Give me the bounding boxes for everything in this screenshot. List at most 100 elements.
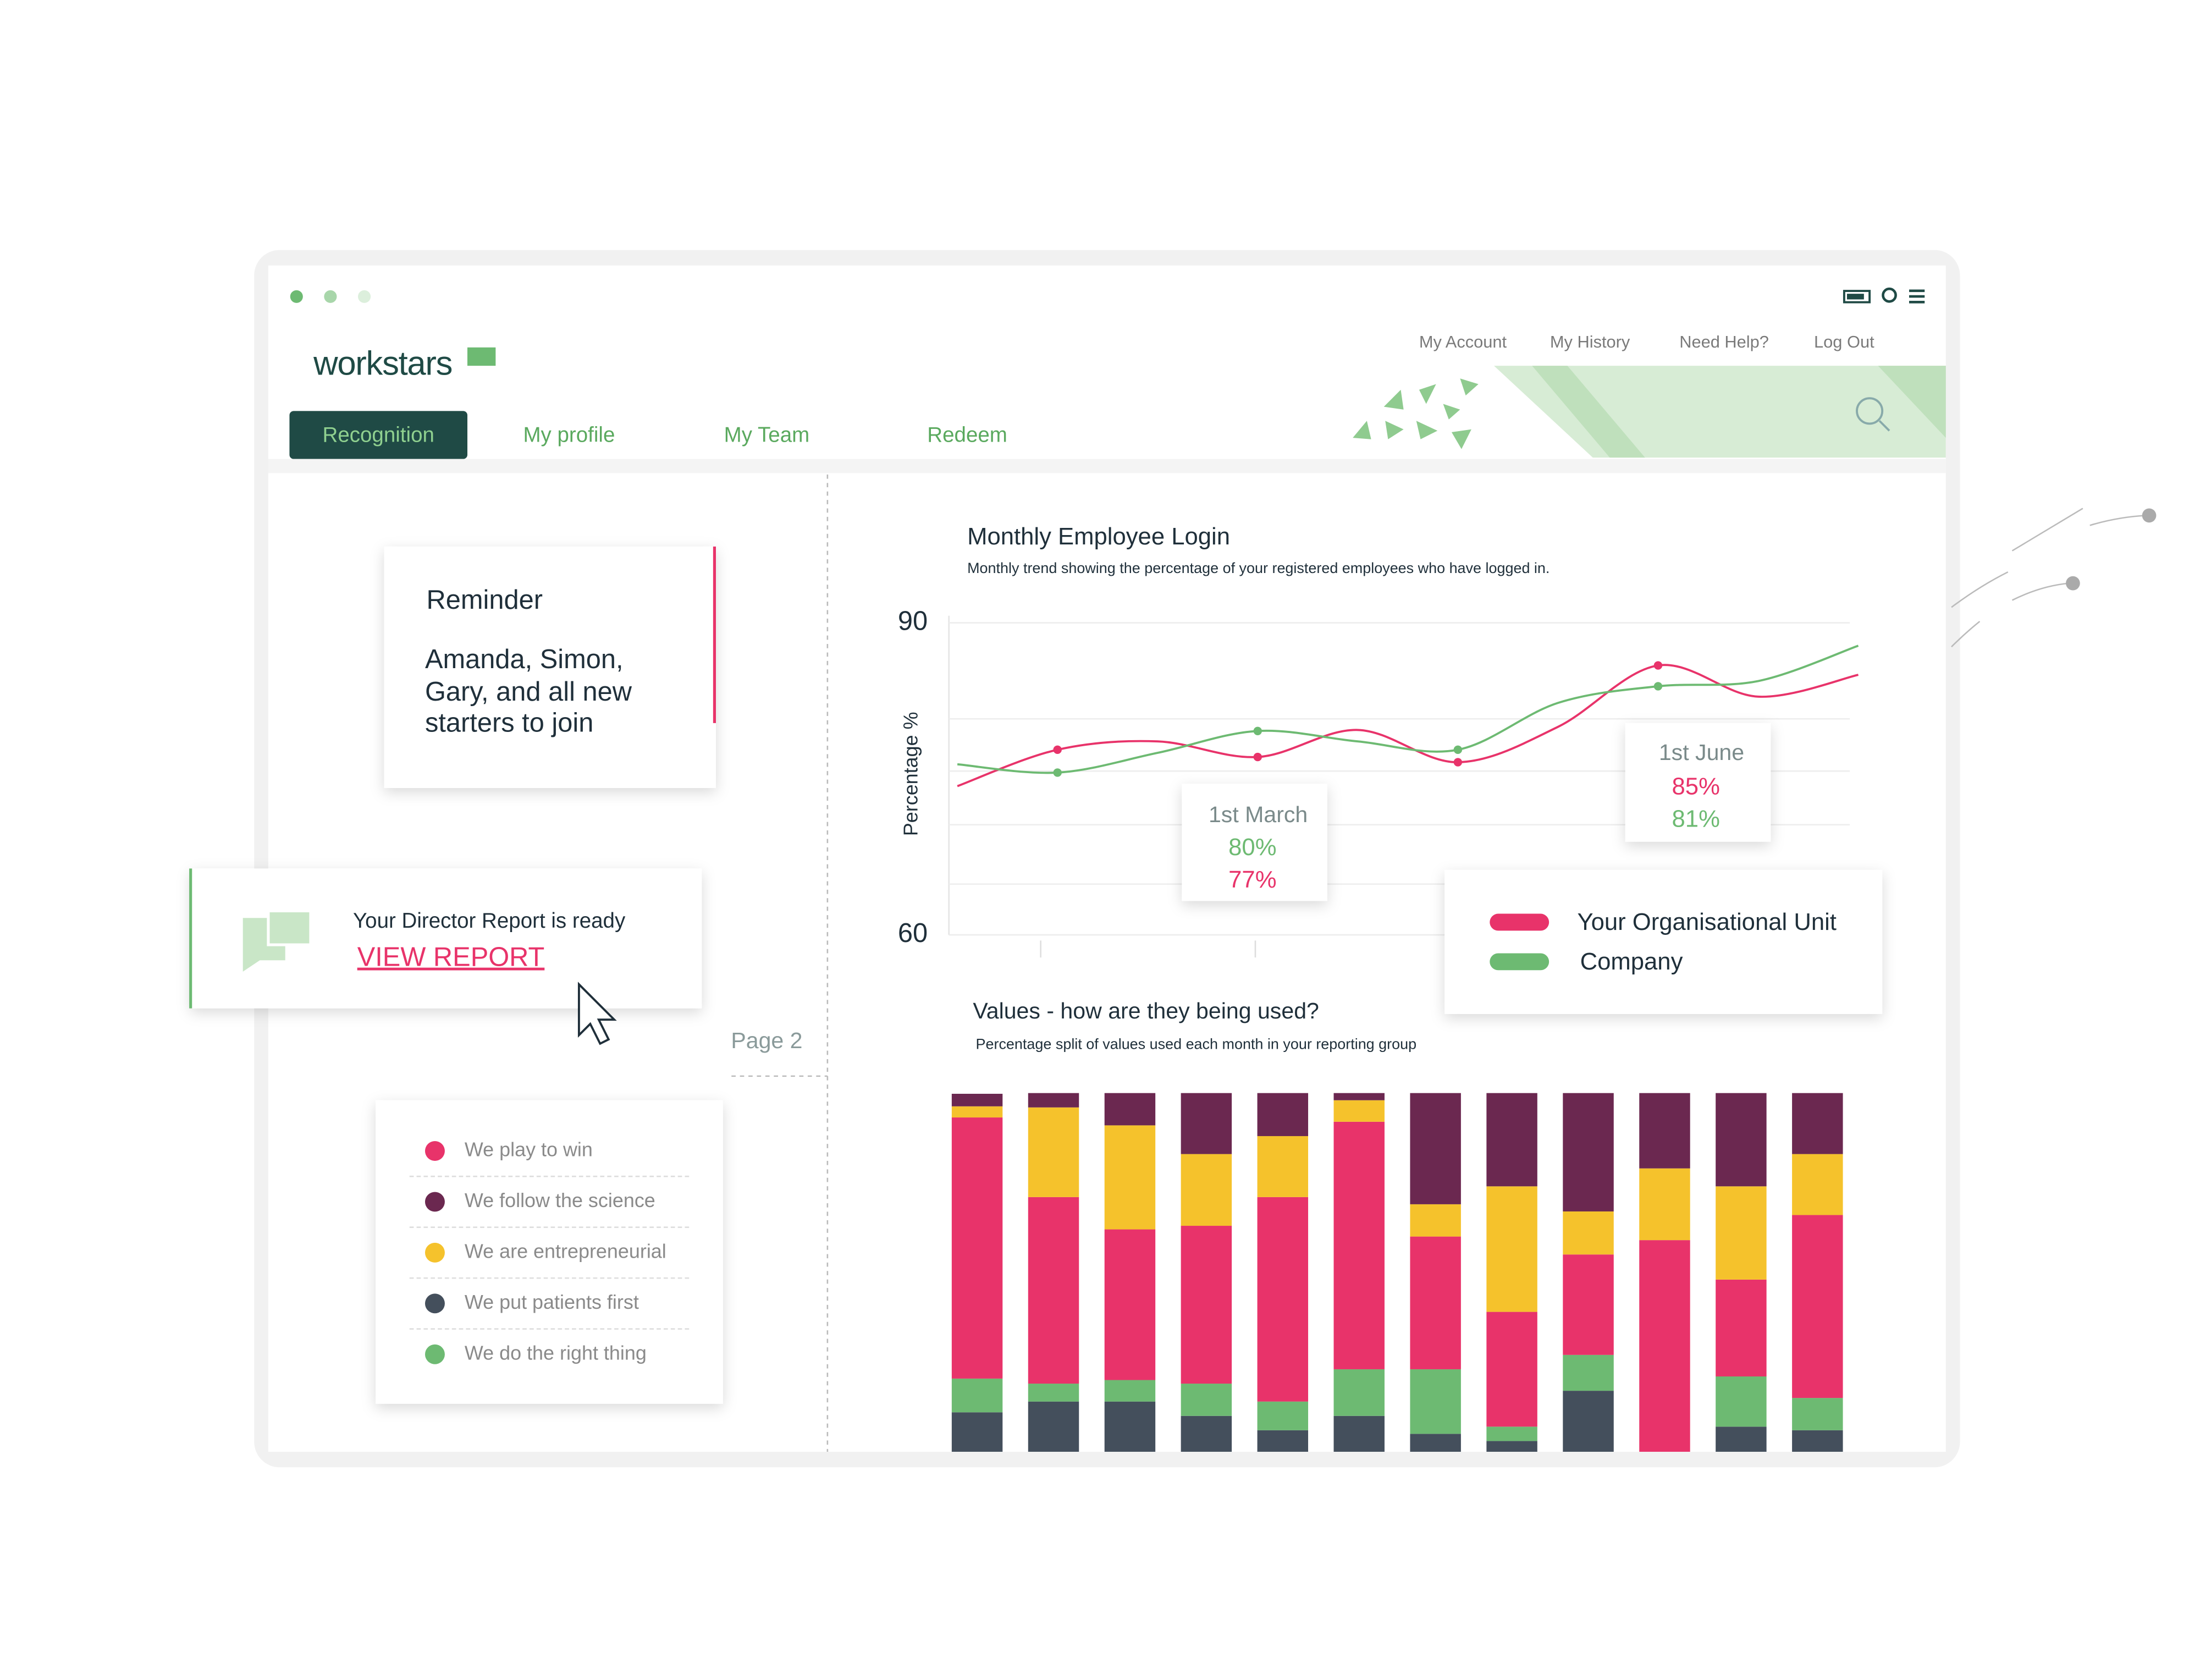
bar-segment — [1792, 1093, 1843, 1154]
chart-title: Values - how are they being used? — [973, 998, 1319, 1023]
accent — [713, 546, 716, 723]
reminder-card — [384, 546, 716, 788]
legend-label: We follow the science — [465, 1189, 655, 1211]
bar-segment — [1563, 1093, 1614, 1211]
bar-segment — [1104, 1229, 1156, 1380]
bar-segment — [1257, 1093, 1309, 1136]
bar-segment — [1104, 1093, 1156, 1126]
bar-segment — [951, 1117, 1003, 1379]
y-tick-label: 90 — [898, 606, 928, 636]
bar-segment — [1028, 1107, 1079, 1197]
logo: workstars — [313, 344, 452, 382]
bar-segment — [1563, 1354, 1614, 1391]
dot — [290, 290, 303, 303]
page-label: Page 2 — [731, 1028, 802, 1053]
search-icon — [1878, 420, 1890, 432]
reminder-body: Gary, and all new — [425, 677, 632, 707]
cursor — [577, 982, 617, 1045]
bar-segment — [1410, 1236, 1461, 1369]
bar-segment — [1486, 1312, 1537, 1427]
bar-segment — [1333, 1100, 1385, 1122]
legend-dot — [424, 1141, 445, 1161]
tooltip — [1625, 723, 1771, 842]
bar-segment — [1792, 1398, 1843, 1430]
tab[interactable]: My Team — [724, 423, 810, 447]
chart-subtitle: Percentage split of values used each mon… — [976, 1036, 1417, 1053]
legend-swatch — [1490, 913, 1550, 931]
tooltip-title: 1st June — [1659, 740, 1744, 765]
point — [1253, 726, 1262, 735]
chart-subtitle: Monthly trend showing the percentage of … — [967, 560, 1550, 576]
y-tick-label: 60 — [898, 918, 928, 948]
bar-segment — [1486, 1441, 1537, 1452]
reminder-body: Amanda, Simon, — [425, 645, 624, 674]
dot — [357, 290, 371, 303]
bar-segment — [1028, 1093, 1079, 1108]
tooltip-value: 80% — [1228, 834, 1276, 861]
reminder-title: Reminder — [427, 585, 543, 615]
tooltip-value: 85% — [1672, 773, 1720, 800]
legend-label: We do the right thing — [465, 1341, 647, 1364]
bar-segment — [1716, 1186, 1767, 1280]
bar-segment — [1410, 1093, 1461, 1204]
header-link[interactable]: My History — [1550, 332, 1630, 351]
status-icons — [1843, 287, 1925, 304]
bar-segment — [1257, 1136, 1309, 1197]
logo-icon — [467, 347, 496, 366]
bar-segment — [1104, 1125, 1156, 1230]
point — [1653, 661, 1663, 670]
bar-segment — [1410, 1369, 1461, 1434]
tooltip-value: 77% — [1228, 866, 1276, 893]
bar-segment — [1181, 1154, 1232, 1226]
bar-segment — [1104, 1401, 1156, 1452]
legend-swatch — [1490, 953, 1550, 971]
search-icon[interactable] — [1856, 397, 1884, 425]
bar-segment — [1716, 1426, 1767, 1452]
point — [1053, 745, 1062, 754]
active-tab[interactable] — [289, 411, 468, 459]
bar-segment — [1486, 1186, 1537, 1312]
legend-dot — [424, 1293, 445, 1314]
legend-dot — [424, 1242, 445, 1263]
bar-segment — [1181, 1384, 1232, 1416]
legend-dot — [424, 1192, 445, 1212]
bar-segment — [1486, 1426, 1537, 1441]
bar-segment — [951, 1378, 1003, 1413]
bar-segment — [1333, 1093, 1385, 1100]
bar-segment — [1563, 1391, 1614, 1452]
chart-title: Monthly Employee Login — [967, 523, 1230, 550]
tab[interactable]: Redeem — [927, 423, 1007, 447]
tab[interactable]: Recognition — [323, 423, 434, 447]
bar-segment — [1563, 1254, 1614, 1355]
report-link[interactable]: VIEW REPORT — [357, 943, 545, 972]
bar-segment — [1792, 1215, 1843, 1398]
dot — [324, 290, 337, 303]
bar-segment — [951, 1093, 1003, 1106]
bar-segment — [1410, 1204, 1461, 1237]
header-link[interactable]: My Account — [1419, 332, 1507, 351]
point — [1253, 752, 1262, 762]
bar-segment — [1257, 1401, 1309, 1430]
bar-segment — [1716, 1279, 1767, 1376]
header-link[interactable]: Log Out — [1814, 332, 1874, 351]
header-link[interactable]: Need Help? — [1679, 332, 1769, 351]
bar-segment — [1181, 1093, 1232, 1154]
bar-segment — [1410, 1434, 1461, 1452]
decor-dot — [2142, 508, 2157, 523]
report-text: Your Director Report is ready — [353, 909, 626, 933]
bar-segment — [1181, 1226, 1232, 1384]
bar-segment — [1639, 1168, 1690, 1241]
legend-dot — [424, 1344, 445, 1364]
decor-dot — [2066, 576, 2080, 591]
point — [1453, 758, 1463, 767]
point — [1053, 768, 1062, 777]
bar-segment — [1028, 1401, 1079, 1452]
bar-segment — [1028, 1384, 1079, 1402]
bar-segment — [1792, 1154, 1843, 1215]
bar-segment — [1639, 1093, 1690, 1169]
tab[interactable]: My profile — [523, 423, 615, 447]
report-icon — [267, 909, 312, 946]
bar-segment — [1333, 1415, 1385, 1452]
